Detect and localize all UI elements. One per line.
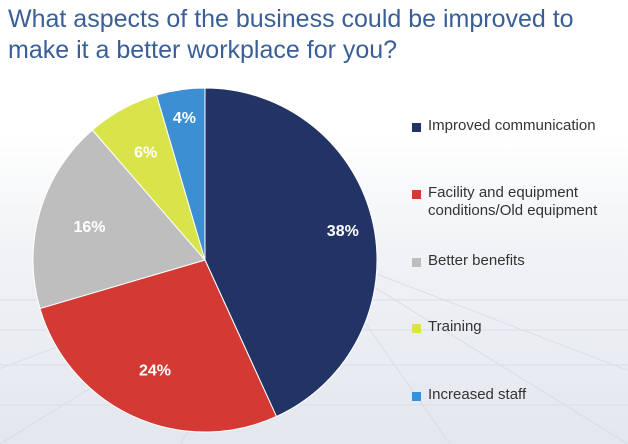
legend-swatch-facility-equipment [412,190,421,199]
legend-label-better-benefits: Better benefits [428,252,525,269]
legend-item-increased-staff: Increased staff [412,386,526,404]
pie-slice-better-benefits [32,129,206,310]
data-label-training: 6% [134,144,157,161]
legend-label-training: Training [428,318,482,335]
legend-label-increased-staff: Increased staff [428,386,527,403]
legend-label-facility-equipment: Facility and equipment conditions/Old eq… [428,184,598,219]
legend-item-facility-equipment: Facility and equipment conditions/Old eq… [412,184,618,220]
pie-slice-increased-staff [155,87,206,261]
chart-legend: Improved communication Facility and equip… [412,0,622,444]
pie-slice-improved-communication [204,87,378,418]
legend-swatch-improved-communication [412,123,421,132]
data-label-increased-staff: 4% [173,110,196,127]
data-label-better-benefits: 16% [73,219,105,236]
pie-slice-facility-equipment [39,259,278,433]
legend-swatch-training [412,324,421,333]
data-label-facility-equipment: 24% [139,363,171,380]
legend-item-training: Training [412,318,482,336]
legend-item-better-benefits: Better benefits [412,252,525,270]
legend-label-improved-communication: Improved communication [428,117,596,134]
legend-item-improved-communication: Improved communication [412,117,596,135]
chart-title: What aspects of the business could be im… [8,5,574,64]
legend-swatch-increased-staff [412,392,421,401]
legend-swatch-better-benefits [412,258,421,267]
data-label-improved-communication: 38% [327,223,359,240]
